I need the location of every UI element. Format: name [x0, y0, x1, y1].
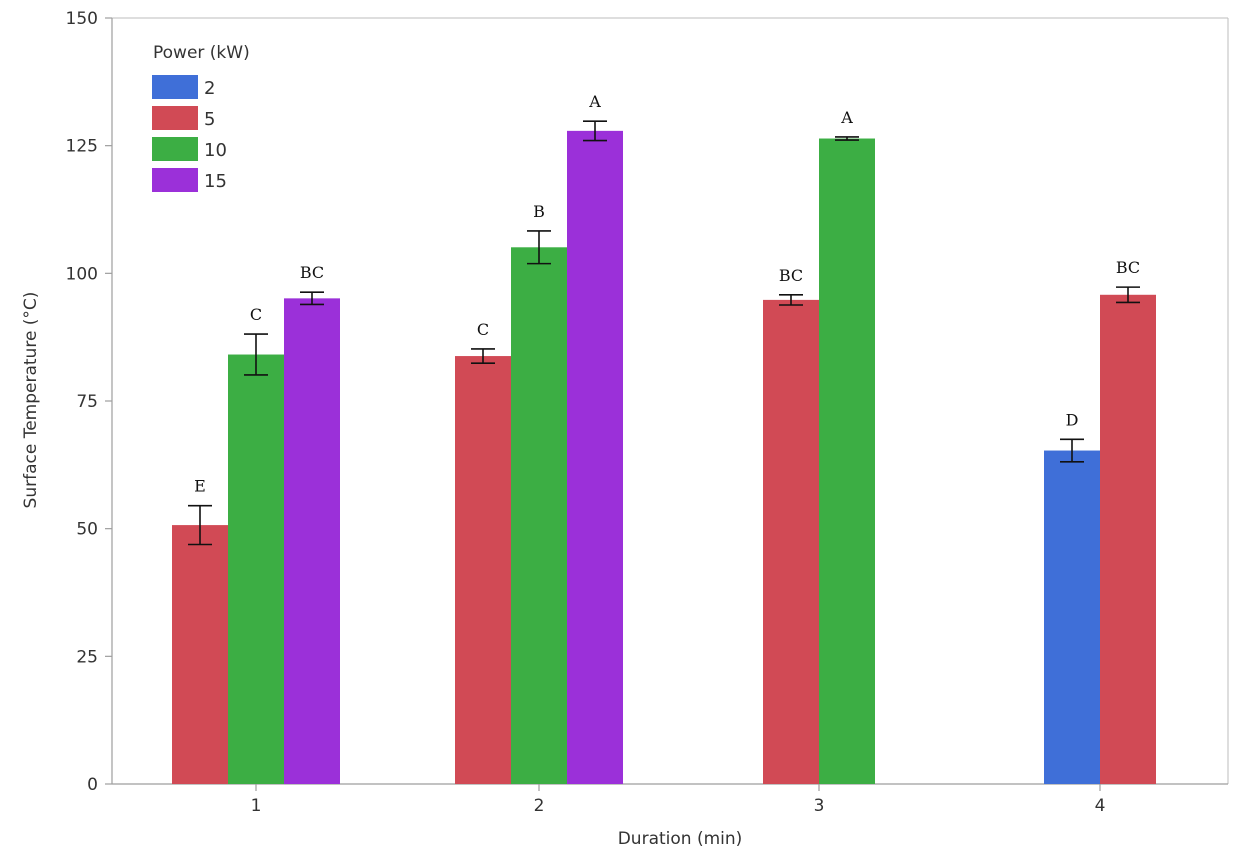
- bar-5kw-dur3: [763, 299, 819, 784]
- x-tick-label: 3: [814, 796, 825, 816]
- legend-label-10: 10: [204, 140, 227, 161]
- significance-label: BC: [779, 266, 803, 285]
- bar-15kw-dur2: [567, 130, 623, 785]
- bar-2kw-dur4: [1044, 450, 1100, 784]
- legend-label-15: 15: [204, 171, 227, 192]
- x-axis-title: Duration (min): [618, 829, 743, 849]
- y-tick-label: 0: [87, 775, 98, 795]
- bar-10kw-dur1: [228, 354, 284, 784]
- legend-label-5: 5: [204, 109, 215, 130]
- error-bars: [188, 120, 1140, 546]
- significance-label: D: [1066, 410, 1079, 429]
- x-tick-label: 1: [251, 796, 262, 816]
- significance-label: A: [588, 92, 601, 111]
- y-tick-label: 100: [66, 264, 98, 284]
- legend-swatch-2: [152, 75, 198, 99]
- legend-swatch-10: [152, 137, 198, 161]
- y-tick-label: 125: [66, 137, 98, 157]
- bar-10kw-dur2: [511, 247, 567, 785]
- bar-5kw-dur2: [455, 356, 511, 784]
- x-tick-label: 2: [534, 796, 545, 816]
- significance-label: BC: [1116, 258, 1140, 277]
- significance-label: C: [477, 320, 489, 339]
- bars: [172, 130, 1156, 785]
- y-tick-label: 25: [76, 647, 98, 667]
- y-axis-title: Surface Temperature (°C): [21, 292, 41, 509]
- significance-labels: E C BC C B A BC A D BC: [194, 92, 1140, 496]
- x-tick-label: 4: [1095, 796, 1106, 816]
- bar-15kw-dur1: [284, 298, 340, 784]
- significance-label: A: [840, 108, 853, 127]
- y-tick-label: 75: [76, 392, 98, 412]
- significance-label: C: [250, 305, 262, 324]
- legend-title: Power (kW): [153, 43, 250, 63]
- bar-5kw-dur1: [172, 525, 228, 784]
- legend-swatch-15: [152, 168, 198, 192]
- bar-5kw-dur4: [1100, 294, 1156, 784]
- significance-label: B: [533, 202, 545, 221]
- legend-swatch-5: [152, 106, 198, 130]
- bar-10kw-dur3: [819, 138, 875, 784]
- y-tick-label: 150: [66, 9, 98, 29]
- legend: Power (kW) 2 5 10 15: [152, 43, 250, 192]
- significance-label: E: [194, 477, 206, 496]
- legend-label-2: 2: [204, 78, 215, 99]
- significance-label: BC: [300, 263, 324, 282]
- y-tick-label: 50: [76, 520, 98, 540]
